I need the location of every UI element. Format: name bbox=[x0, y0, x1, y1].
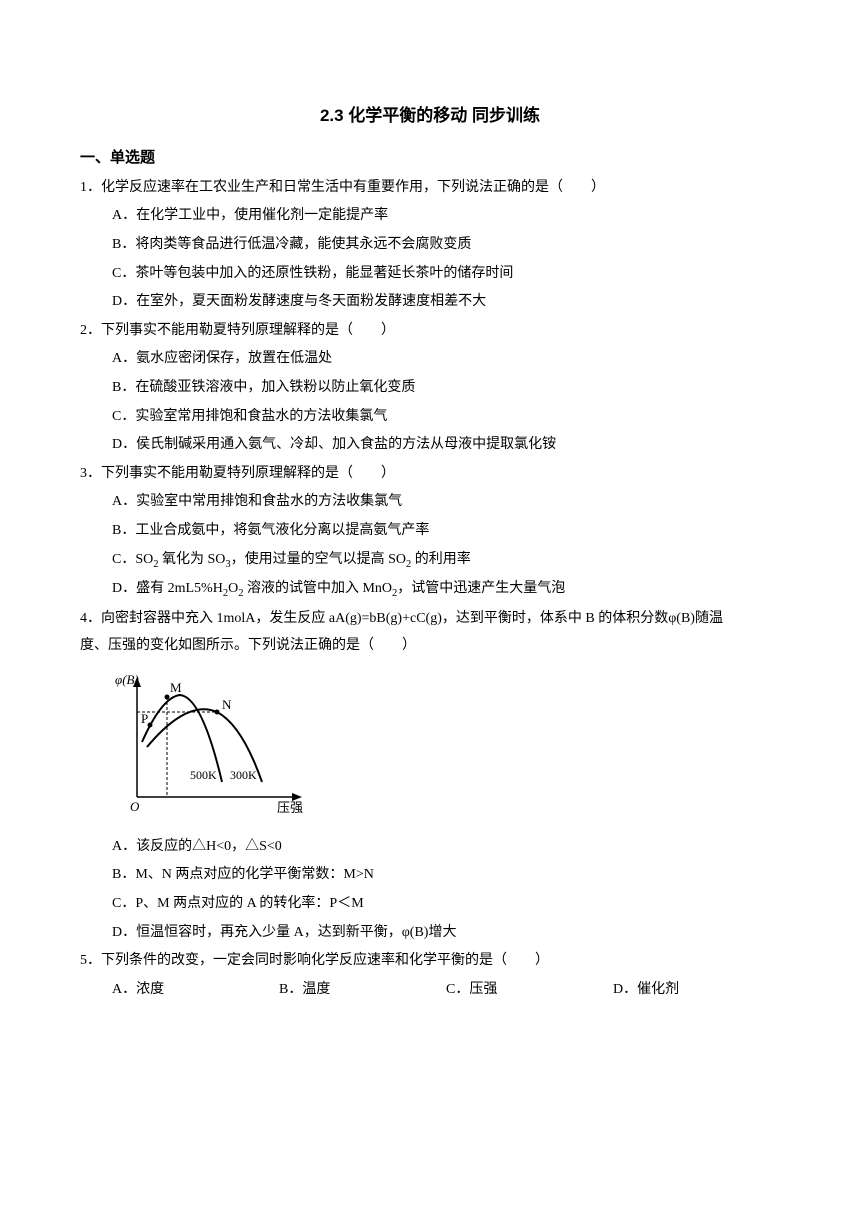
page-title: 2.3 化学平衡的移动 同步训练 bbox=[80, 100, 780, 132]
question-3: 3．下列事实不能用勒夏特列原理解释的是（ ） A．实验室中常用排饱和食盐水的方法… bbox=[80, 461, 780, 604]
q3-option-b: B．工业合成氨中，将氨气液化分离以提高氨气产率 bbox=[80, 518, 780, 545]
q1-option-a: A．在化学工业中，使用催化剂一定能提产率 bbox=[80, 203, 780, 230]
question-4: 4．向密封容器中充入 1molA，发生反应 aA(g)=bB(g)+cC(g)，… bbox=[80, 606, 780, 946]
point-m: M bbox=[170, 680, 182, 695]
q1-stem: 1．化学反应速率在工农业生产和日常生活中有重要作用，下列说法正确的是（ ） bbox=[80, 175, 780, 202]
q2-option-c: C．实验室常用排饱和食盐水的方法收集氯气 bbox=[80, 404, 780, 431]
q1-option-b: B．将肉类等食品进行低温冷藏，能使其永远不会腐败变质 bbox=[80, 232, 780, 259]
q2-option-b: B．在硫酸亚铁溶液中，加入铁粉以防止氧化变质 bbox=[80, 375, 780, 402]
y-axis-label: φ(B) bbox=[115, 672, 139, 687]
question-5: 5．下列条件的改变，一定会同时影响化学反应速率和化学平衡的是（ ） A．浓度 B… bbox=[80, 948, 780, 1003]
q1-option-d: D．在室外，夏天面粉发酵速度与冬天面粉发酵速度相差不大 bbox=[80, 289, 780, 316]
q4-option-b: B．M、N 两点对应的化学平衡常数：M>N bbox=[80, 862, 780, 889]
q5-option-c: C．压强 bbox=[446, 977, 613, 1004]
q2-option-d: D．侯氏制碱采用通入氨气、冷却、加入食盐的方法从母液中提取氯化铵 bbox=[80, 432, 780, 459]
q4-diagram: φ(B) 压强 O M N P 500K 300K bbox=[112, 667, 780, 828]
x-axis-label: 压强 bbox=[277, 800, 303, 815]
section-heading: 一、单选题 bbox=[80, 144, 780, 173]
q4-option-d: D．恒温恒容时，再充入少量 A，达到新平衡，φ(B)增大 bbox=[80, 920, 780, 947]
q2-option-a: A．氨水应密闭保存，放置在低温处 bbox=[80, 346, 780, 373]
q3-option-d: D．盛有 2mL5%H2O2 溶液的试管中加入 MnO2，试管中迅速产生大量气泡 bbox=[80, 576, 780, 604]
question-2: 2．下列事实不能用勒夏特列原理解释的是（ ） A．氨水应密闭保存，放置在低温处 … bbox=[80, 318, 780, 459]
point-p: P bbox=[141, 711, 148, 726]
q3-stem: 3．下列事实不能用勒夏特列原理解释的是（ ） bbox=[80, 461, 780, 488]
q5-option-a: A．浓度 bbox=[112, 977, 279, 1004]
curve2-label: 300K bbox=[230, 768, 257, 782]
q4-stem-1: 4．向密封容器中充入 1molA，发生反应 aA(g)=bB(g)+cC(g)，… bbox=[80, 606, 780, 633]
q4-stem-2: 度、压强的变化如图所示。下列说法正确的是（ ） bbox=[80, 633, 780, 660]
origin-label: O bbox=[130, 799, 140, 814]
q1-option-c: C．茶叶等包装中加入的还原性铁粉，能显著延长茶叶的储存时间 bbox=[80, 261, 780, 288]
q2-stem: 2．下列事实不能用勒夏特列原理解释的是（ ） bbox=[80, 318, 780, 345]
q5-option-b: B．温度 bbox=[279, 977, 446, 1004]
q4-option-c: C．P、M 两点对应的 A 的转化率：P＜M bbox=[80, 891, 780, 918]
point-n: N bbox=[222, 697, 232, 712]
question-1: 1．化学反应速率在工农业生产和日常生活中有重要作用，下列说法正确的是（ ） A．… bbox=[80, 175, 780, 316]
q3-option-c: C．SO2 氧化为 SO3，使用过量的空气以提高 SO2 的利用率 bbox=[80, 547, 780, 575]
q5-options: A．浓度 B．温度 C．压强 D．催化剂 bbox=[80, 977, 780, 1004]
q4-option-a: A．该反应的△H<0，△S<0 bbox=[80, 834, 780, 861]
curve1-label: 500K bbox=[190, 768, 217, 782]
q5-option-d: D．催化剂 bbox=[613, 977, 780, 1004]
q5-stem: 5．下列条件的改变，一定会同时影响化学反应速率和化学平衡的是（ ） bbox=[80, 948, 780, 975]
chart-svg: φ(B) 压强 O M N P 500K 300K bbox=[112, 667, 312, 817]
q3-option-a: A．实验室中常用排饱和食盐水的方法收集氯气 bbox=[80, 489, 780, 516]
